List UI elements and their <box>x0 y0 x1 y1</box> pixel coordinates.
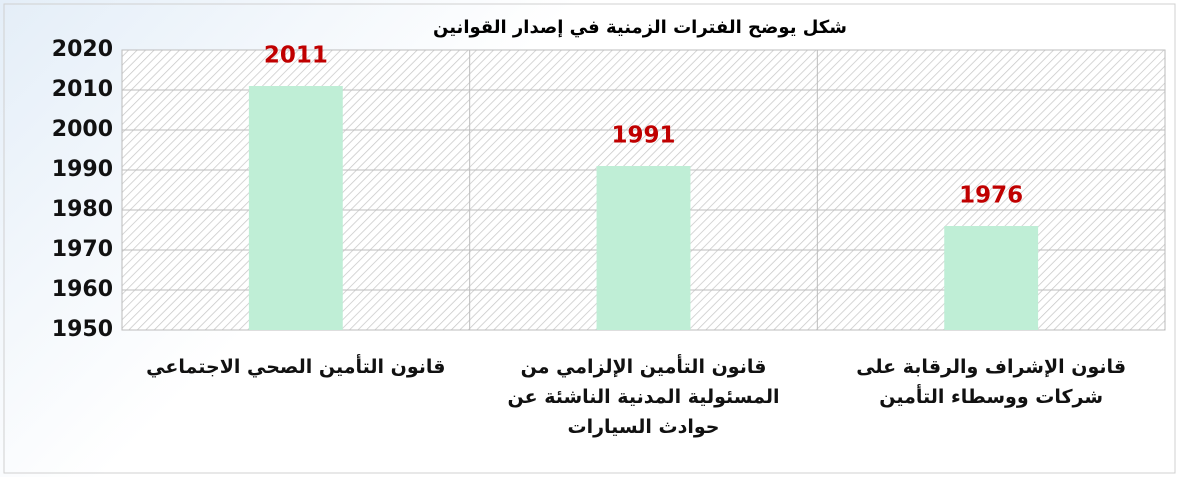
bar <box>248 86 343 330</box>
y-tick-label: 1990 <box>52 157 113 182</box>
data-label: 1991 <box>611 123 675 149</box>
y-tick-label: 1980 <box>52 197 113 222</box>
y-tick-label: 1970 <box>52 237 113 262</box>
x-tick-label: قانون التأمين الإلزامي من المسئولية المد… <box>507 356 780 438</box>
chart-title: شكل يوضح الفترات الزمنية في إصدار القوان… <box>433 17 847 38</box>
y-tick-label: 2000 <box>52 117 113 142</box>
y-tick-label: 1950 <box>52 317 113 342</box>
bar <box>596 166 691 330</box>
y-tick-label: 1960 <box>52 277 113 302</box>
frame <box>3 3 1176 474</box>
y-tick-label: 2010 <box>52 77 113 102</box>
data-label: 1976 <box>959 183 1023 209</box>
data-label: 2011 <box>264 43 328 69</box>
x-tick-label: قانون الإشراف والرقابة على شركات ووسطاء … <box>856 356 1127 408</box>
y-tick-label: 2020 <box>52 37 113 62</box>
bar <box>944 226 1039 330</box>
x-tick-label: قانون التأمين الصحي الاجتماعي <box>146 356 446 378</box>
